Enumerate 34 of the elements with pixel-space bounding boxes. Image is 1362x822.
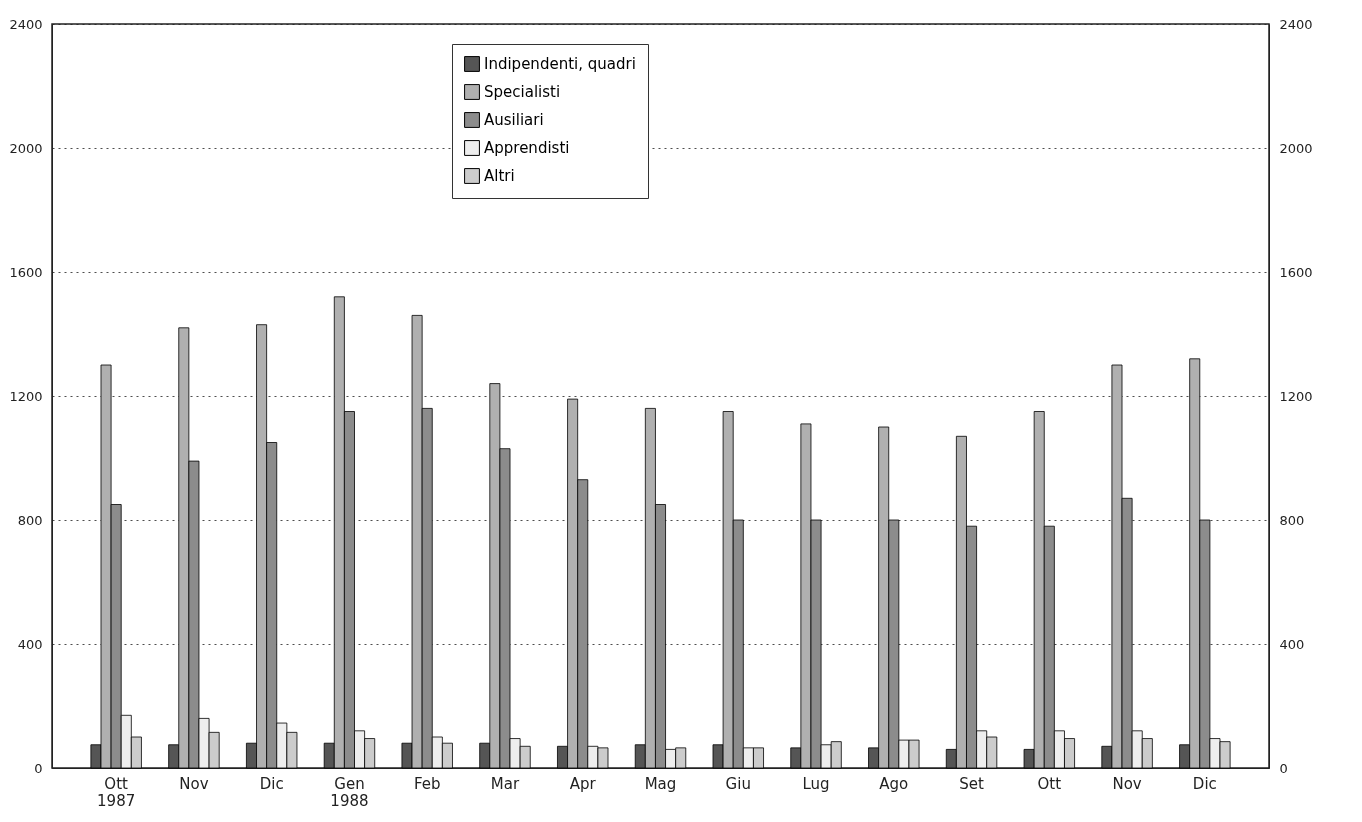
y2-tick-label: 2000: [1279, 140, 1313, 156]
y-tick-label: 1200: [9, 388, 43, 404]
x-tick-label: Giu: [725, 774, 751, 793]
x-tick-label: Dic: [1192, 774, 1217, 793]
y-tick-label: 400: [17, 636, 43, 652]
y-tick-label: 2000: [9, 140, 43, 156]
x-tick-label: Mag: [644, 774, 677, 793]
y-tick-label: 0: [34, 760, 43, 776]
legend-label: Altri: [484, 167, 515, 185]
legend-label: Apprendisti: [484, 139, 570, 157]
y-tick-label: 2400: [9, 16, 43, 32]
y2-tick-label: 1600: [1279, 264, 1313, 280]
y2-tick-label: 800: [1279, 512, 1305, 528]
x-tick-label: Lug: [802, 774, 830, 793]
legend-label: Specialisti: [484, 83, 561, 101]
x-tick-label: Mar: [490, 774, 520, 793]
y2-tick-label: 0: [1279, 760, 1288, 776]
y2-tick-label: 1200: [1279, 388, 1313, 404]
y-tick-label: 800: [17, 512, 43, 528]
x-tick-label: Ott: [1037, 774, 1062, 793]
x-tick-label: Nov: [1112, 774, 1142, 793]
x-tick-label: Apr: [569, 774, 597, 793]
x-tick-label: Dic: [259, 774, 284, 793]
x-tick-label: Gen 1988: [330, 774, 369, 810]
legend-label: Indipendenti, quadri: [484, 55, 636, 73]
x-tick-label: Ott 1987: [97, 774, 136, 810]
x-tick-label: Set: [959, 774, 984, 793]
x-tick-label: Feb: [413, 774, 441, 793]
y2-tick-label: 400: [1279, 636, 1305, 652]
x-tick-label: Ago: [879, 774, 909, 793]
y2-tick-label: 2400: [1279, 16, 1313, 32]
legend-label: Ausiliari: [484, 111, 544, 129]
x-tick-label: Nov: [179, 774, 209, 793]
y-tick-label: 1600: [9, 264, 43, 280]
